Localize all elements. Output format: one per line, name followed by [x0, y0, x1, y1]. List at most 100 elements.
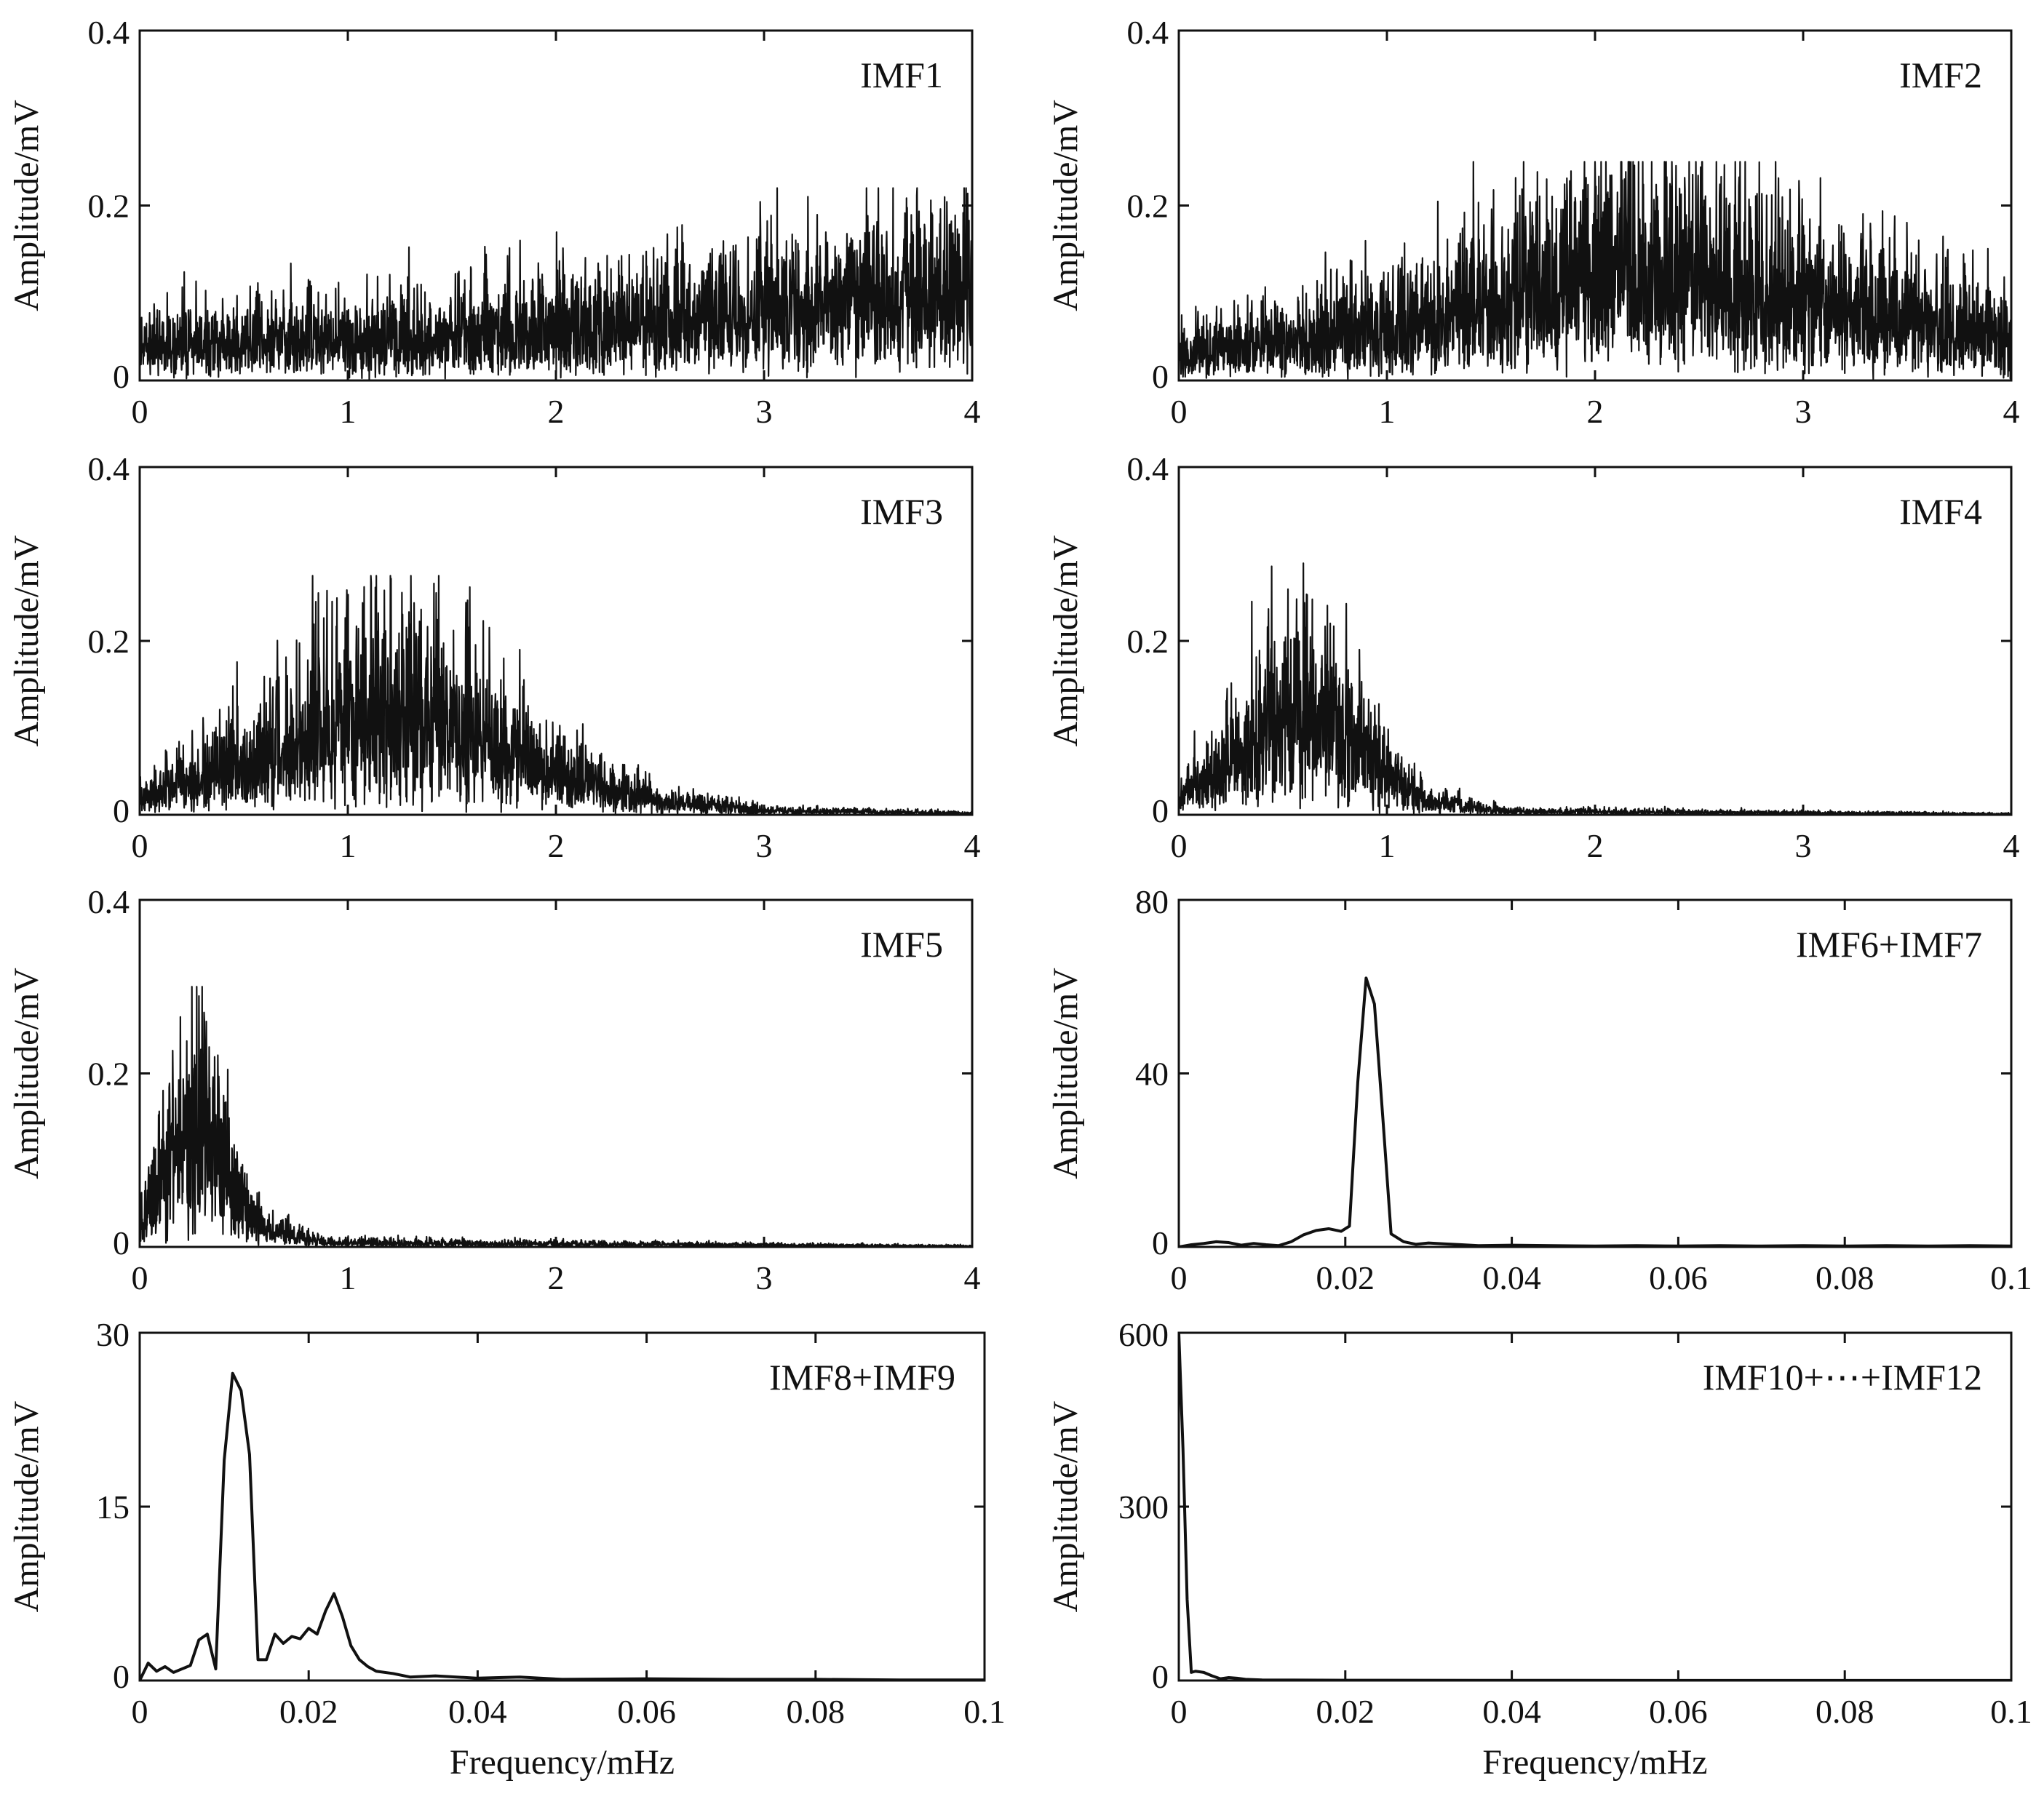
- y-tick-label: 0.4: [1127, 450, 1169, 487]
- y-tick-label: 0.2: [88, 623, 130, 660]
- x-tick-label: 0: [132, 1259, 148, 1296]
- series-line: [1179, 562, 2011, 815]
- x-tick-label: 4: [964, 393, 981, 430]
- y-axis-label: Amplitude/mV: [1046, 1400, 1085, 1612]
- x-tick-label: 1: [1379, 393, 1396, 430]
- y-tick-label: 0.2: [1127, 188, 1169, 225]
- x-tick-label: 0: [1171, 1693, 1188, 1730]
- panel-5: 0 1 2 3 4 0 0.2 0.4 Amplitude/mV IMF5: [7, 883, 981, 1296]
- y-tick-label: 300: [1118, 1488, 1169, 1526]
- y-tick-label: 0.2: [1127, 623, 1169, 660]
- y-tick-label: 0: [113, 792, 130, 829]
- y-tick-label: 0.4: [88, 883, 130, 920]
- panel-1: 0 1 2 3 4 0 0.2 0.4 Amplitude/mV IMF1: [7, 14, 981, 430]
- x-tick-label: 0: [1171, 1259, 1188, 1296]
- x-tick-label: 0: [1171, 827, 1188, 864]
- x-tick-label: 0.08: [787, 1693, 846, 1730]
- panel-label: IMF4: [1899, 491, 1982, 532]
- panel-6: 0 0.02 0.04 0.06 0.08 0.1 0 40 80 Amplitude/mV IMF…: [1046, 883, 2032, 1296]
- x-tick-label: 2: [548, 393, 565, 430]
- panel-8: 0 0.02 0.04 0.06 0.08 0.1 0 300 600 Amplitude/mV F…: [1046, 1316, 2032, 1782]
- y-axis-label: Amplitude/mV: [1046, 968, 1085, 1179]
- x-tick-label: 0.06: [617, 1693, 676, 1730]
- y-axis-label: Amplitude/mV: [7, 535, 46, 746]
- panel-7: 0 0.02 0.04 0.06 0.08 0.1 0 15 30 Amplitude/mV Fre…: [7, 1316, 1006, 1782]
- y-axis-label: Amplitude/mV: [7, 100, 46, 311]
- x-tick-label: 3: [756, 393, 773, 430]
- x-tick-label: 0: [132, 1693, 148, 1730]
- x-tick-label: 1: [340, 1259, 357, 1296]
- x-tick-label: 4: [2003, 393, 2020, 430]
- x-tick-label: 2: [1587, 827, 1604, 864]
- panel-label: IMF5: [860, 924, 943, 965]
- x-tick-label: 0.04: [448, 1693, 507, 1730]
- x-tick-label: 4: [964, 827, 981, 864]
- y-tick-label: 0: [1152, 792, 1169, 829]
- x-tick-label: 0.04: [1482, 1259, 1541, 1296]
- series-line: [140, 575, 972, 815]
- panel-label: IMF3: [860, 491, 943, 532]
- y-tick-label: 0.4: [1127, 14, 1169, 51]
- y-tick-label: 0: [113, 358, 130, 395]
- y-axis-label: Amplitude/mV: [7, 968, 46, 1179]
- x-tick-label: 3: [756, 827, 773, 864]
- x-tick-label: 0.02: [279, 1693, 338, 1730]
- series-line: [1179, 976, 2011, 1247]
- x-tick-label: 4: [2003, 827, 2020, 864]
- y-tick-label: 0.2: [88, 1056, 130, 1093]
- x-tick-label: 0.08: [1816, 1259, 1874, 1296]
- x-axis-label: Frequency/mHz: [1482, 1743, 1707, 1782]
- panel-4: 0 1 2 3 4 0 0.2 0.4 Amplitude/mV IMF4: [1046, 450, 2020, 864]
- y-tick-label: 30: [96, 1316, 130, 1353]
- series-line: [140, 1371, 985, 1681]
- x-tick-label: 1: [1379, 827, 1396, 864]
- x-tick-label: 0.1: [1990, 1693, 2032, 1730]
- panel-label: IMF6+IMF7: [1796, 924, 1982, 965]
- y-tick-label: 600: [1118, 1316, 1169, 1353]
- x-tick-label: 0.06: [1649, 1259, 1708, 1296]
- x-tick-label: 0.1: [1990, 1259, 2032, 1296]
- series-line: [1179, 161, 2011, 380]
- x-tick-label: 0: [132, 827, 148, 864]
- y-tick-label: 0.2: [88, 188, 130, 225]
- x-tick-label: 0.1: [963, 1693, 1006, 1730]
- y-tick-label: 0.4: [88, 14, 130, 51]
- axes-frame: [138, 898, 974, 1248]
- panel-label: IMF2: [1899, 55, 1982, 95]
- x-tick-label: 3: [1795, 393, 1812, 430]
- x-tick-label: 0: [132, 393, 148, 430]
- y-tick-label: 0: [113, 1224, 130, 1261]
- y-axis-label: Amplitude/mV: [1046, 100, 1085, 311]
- y-tick-label: 0: [1152, 358, 1169, 395]
- x-tick-label: 1: [340, 827, 357, 864]
- series-line: [140, 187, 972, 380]
- x-tick-label: 3: [756, 1259, 773, 1296]
- x-tick-label: 2: [548, 1259, 565, 1296]
- x-tick-label: 2: [548, 827, 565, 864]
- y-axis-label: Amplitude/mV: [7, 1400, 46, 1612]
- y-tick-label: 0: [113, 1658, 130, 1695]
- y-tick-label: 0: [1152, 1224, 1169, 1261]
- x-tick-label: 0.02: [1316, 1259, 1375, 1296]
- x-tick-label: 0: [1171, 393, 1188, 430]
- x-tick-label: 3: [1795, 827, 1812, 864]
- x-tick-label: 0.02: [1316, 1693, 1375, 1730]
- y-tick-label: 40: [1135, 1056, 1169, 1093]
- panel-label: IMF1: [860, 55, 943, 95]
- x-tick-label: 0.06: [1649, 1693, 1708, 1730]
- y-tick-label: 80: [1135, 883, 1169, 920]
- panel-label: IMF8+IMF9: [769, 1357, 955, 1398]
- y-tick-label: 0.4: [88, 450, 130, 487]
- y-tick-label: 15: [96, 1488, 130, 1526]
- panel-3: 0 1 2 3 4 0 0.2 0.4 Amplitude/mV IMF3: [7, 450, 981, 864]
- y-tick-label: 0: [1152, 1658, 1169, 1695]
- panel-2: 0 1 2 3 4 0 0.2 0.4 Amplitude/mV IMF2: [1046, 14, 2020, 430]
- x-tick-label: 4: [964, 1259, 981, 1296]
- x-tick-label: 2: [1587, 393, 1604, 430]
- x-tick-label: 1: [340, 393, 357, 430]
- x-tick-label: 0.04: [1482, 1693, 1541, 1730]
- x-tick-label: 0.08: [1816, 1693, 1874, 1730]
- series-line: [140, 986, 972, 1247]
